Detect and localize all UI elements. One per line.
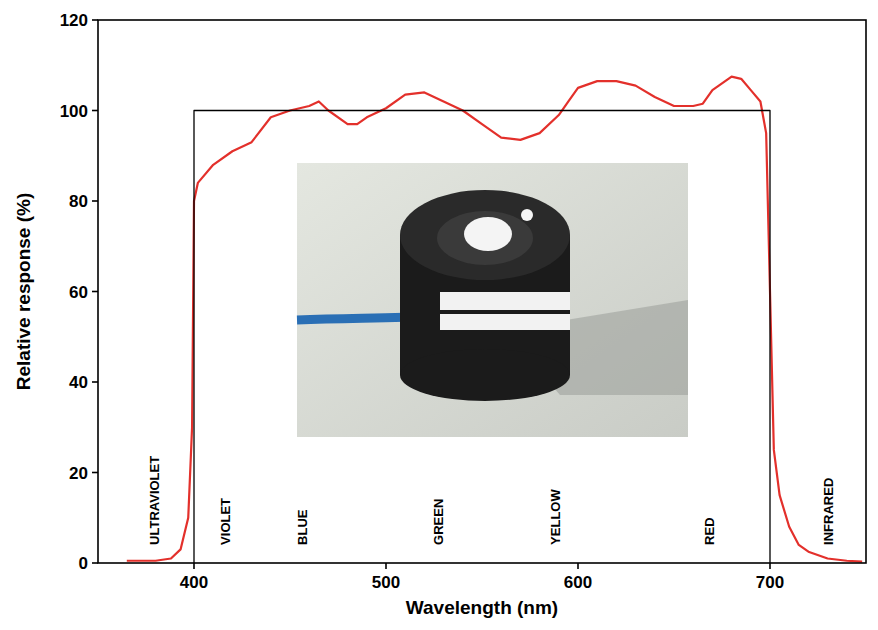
x-tick-label: 600 [564,573,592,592]
region-label: RED [702,517,717,544]
region-label: YELLOW [548,489,563,545]
x-tick [577,563,579,569]
y-tick-label: 20 [69,464,88,483]
x-tick [193,563,195,569]
y-tick [92,472,98,474]
x-axis-title: Wavelength (nm) [406,597,558,618]
sensor-ring [437,211,533,265]
sensor-top [400,190,570,280]
y-tick-label: 40 [69,373,88,392]
plot-area [127,77,862,563]
sensor-label [440,292,570,310]
y-tick [92,19,98,21]
region-label: ULTRAVIOLET [147,456,162,545]
y-tick-label: 100 [60,102,88,121]
inset-photo [297,163,688,437]
x-tick [385,563,387,569]
x-tick-label: 700 [756,573,784,592]
y-tick [92,200,98,202]
chart: 400 500 600 700 0 20 40 60 80 100 120 Wavelength (n… [0,0,878,630]
y-tick [92,381,98,383]
plot-frame [98,20,866,563]
y-tick-label: 60 [69,283,88,302]
x-tick [769,563,771,569]
sensor-diffuser [464,217,512,251]
region-label: INFRARED [821,478,836,545]
y-tick-label: 120 [60,11,88,30]
sensor-label [440,314,570,330]
x-tick-label: 400 [180,573,208,592]
series-line [127,77,862,562]
x-tick-label: 500 [372,573,400,592]
series-line [194,111,770,564]
region-label: GREEN [431,499,446,545]
y-tick [92,291,98,293]
y-tick-label: 80 [69,192,88,211]
y-tick [92,562,98,564]
sensor-base [400,349,570,401]
y-axis-title: Relative response (%) [13,193,34,390]
photo-ground [297,163,688,437]
region-label: BLUE [295,509,310,545]
sensor-dot [521,209,533,221]
region-label: VIOLET [218,498,233,545]
y-tick [92,110,98,112]
y-tick-label: 0 [79,554,88,573]
